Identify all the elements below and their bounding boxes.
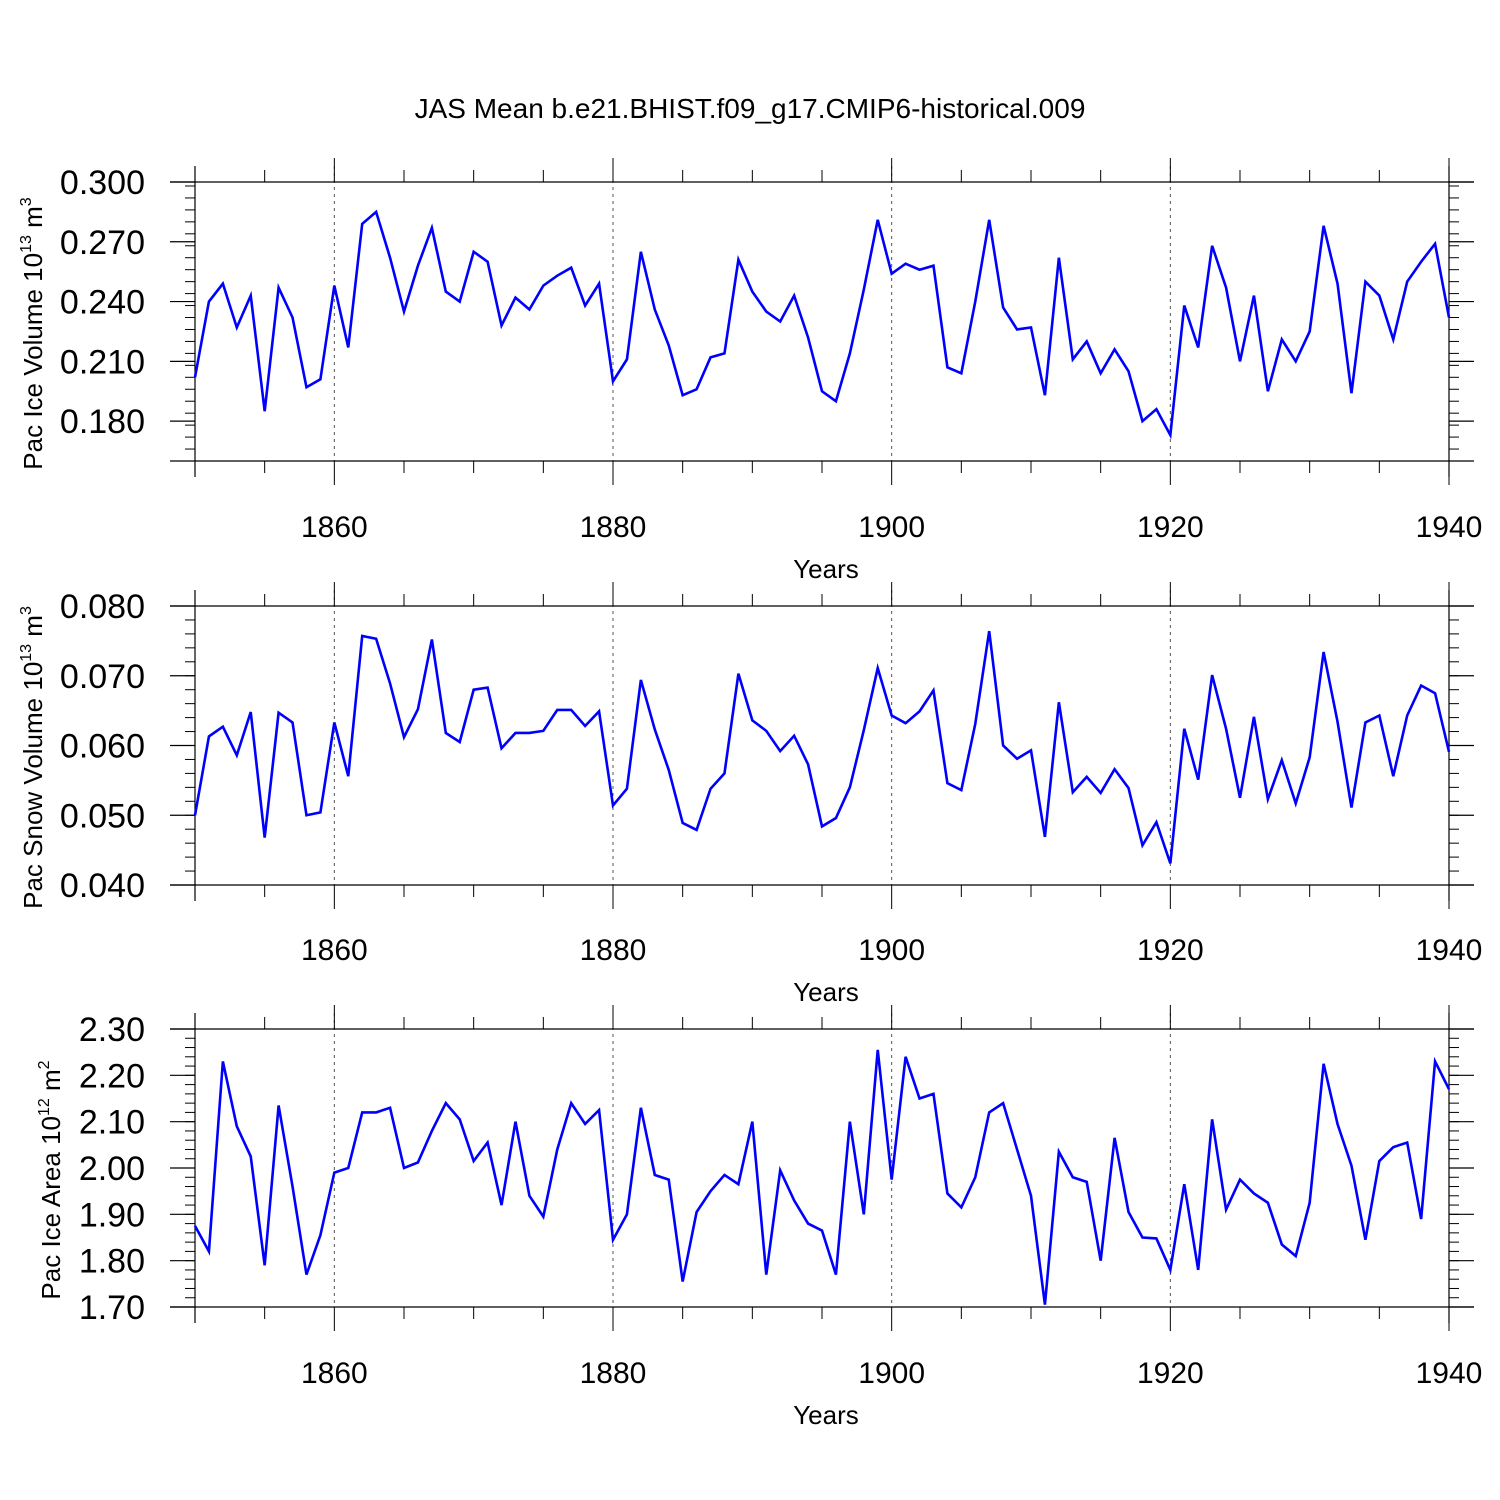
y-tick-label: 0.080: [60, 588, 145, 626]
series-line: [193, 209, 1451, 440]
series-line: [193, 1049, 1451, 1305]
y-tick-label: 2.10: [79, 1104, 145, 1142]
x-tick-label: 1880: [580, 511, 647, 544]
y-tick-label: 2.30: [79, 1011, 145, 1049]
x-axis-label: Years: [793, 977, 859, 1007]
y-axis-label: Pac Ice Area 1012 m2: [36, 1060, 66, 1299]
y-tick-label: 0.050: [60, 797, 145, 835]
x-tick-label: 1860: [301, 1357, 368, 1390]
x-tick-label: 1860: [301, 511, 368, 544]
y-axis-label: Pac Snow Volume 1013 m3: [18, 606, 48, 909]
y-tick-label: 0.210: [60, 343, 145, 381]
x-tick-label: 1880: [580, 1357, 647, 1390]
y-tick-label: 2.00: [79, 1150, 145, 1188]
x-tick-label: 1900: [858, 511, 925, 544]
x-tick-label: 1940: [1416, 511, 1483, 544]
y-tick-label: 0.040: [60, 867, 145, 905]
figure-title: JAS Mean b.e21.BHIST.f09_g17.CMIP6-histo…: [415, 93, 1086, 124]
x-axis-label: Years: [793, 1400, 859, 1430]
x-tick-label: 1880: [580, 934, 647, 967]
x-tick-label: 1860: [301, 934, 368, 967]
x-tick-label: 1920: [1137, 511, 1204, 544]
panel-snow-volume: 0.040 0.050 0.060 0.070 0.080 1860 1880 1900 192…: [18, 582, 1482, 1007]
panel-ice-area: 1.70 1.80 1.90 2.00 2.10 2.20 2.30 1860 1880 1900…: [36, 1005, 1482, 1430]
x-tick-label: 1920: [1137, 934, 1204, 967]
x-axis-label: Years: [793, 554, 859, 584]
y-tick-label: 1.90: [79, 1196, 145, 1234]
panel-ice-volume: 0.180 0.210 0.240 0.270 0.300 1860 1880 1900 192…: [18, 158, 1482, 584]
x-tick-label: 1900: [858, 1357, 925, 1390]
y-tick-label: 1.80: [79, 1243, 145, 1281]
x-tick-label: 1940: [1416, 934, 1483, 967]
y-tick-label: 0.060: [60, 728, 145, 766]
series-line: [193, 630, 1451, 864]
y-tick-label: 2.20: [79, 1057, 145, 1095]
x-tick-label: 1920: [1137, 1357, 1204, 1390]
y-axis-label: Pac Ice Volume 1013 m3: [18, 197, 48, 470]
y-tick-label: 1.70: [79, 1289, 145, 1327]
y-tick-label: 0.300: [60, 164, 145, 202]
y-tick-label: 0.270: [60, 224, 145, 262]
y-tick-label: 0.180: [60, 403, 145, 441]
x-tick-label: 1940: [1416, 1357, 1483, 1390]
y-tick-label: 0.240: [60, 284, 145, 322]
x-tick-label: 1900: [858, 934, 925, 967]
y-tick-label: 0.070: [60, 658, 145, 696]
